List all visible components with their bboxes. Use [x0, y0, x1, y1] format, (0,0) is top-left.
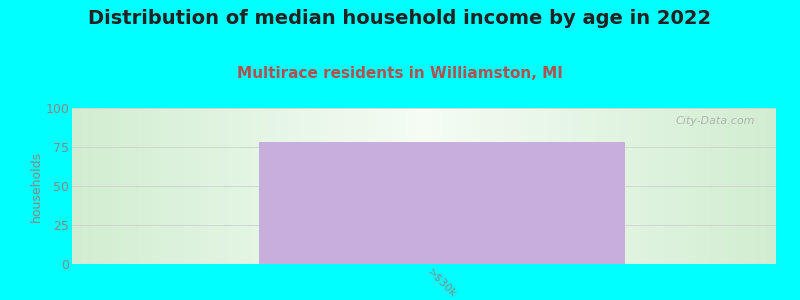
Text: City-Data.com: City-Data.com	[675, 116, 755, 126]
Bar	[258, 142, 625, 264]
Text: Multirace residents in Williamston, MI: Multirace residents in Williamston, MI	[237, 66, 563, 81]
Y-axis label: households: households	[30, 150, 42, 222]
Text: Distribution of median household income by age in 2022: Distribution of median household income …	[89, 9, 711, 28]
